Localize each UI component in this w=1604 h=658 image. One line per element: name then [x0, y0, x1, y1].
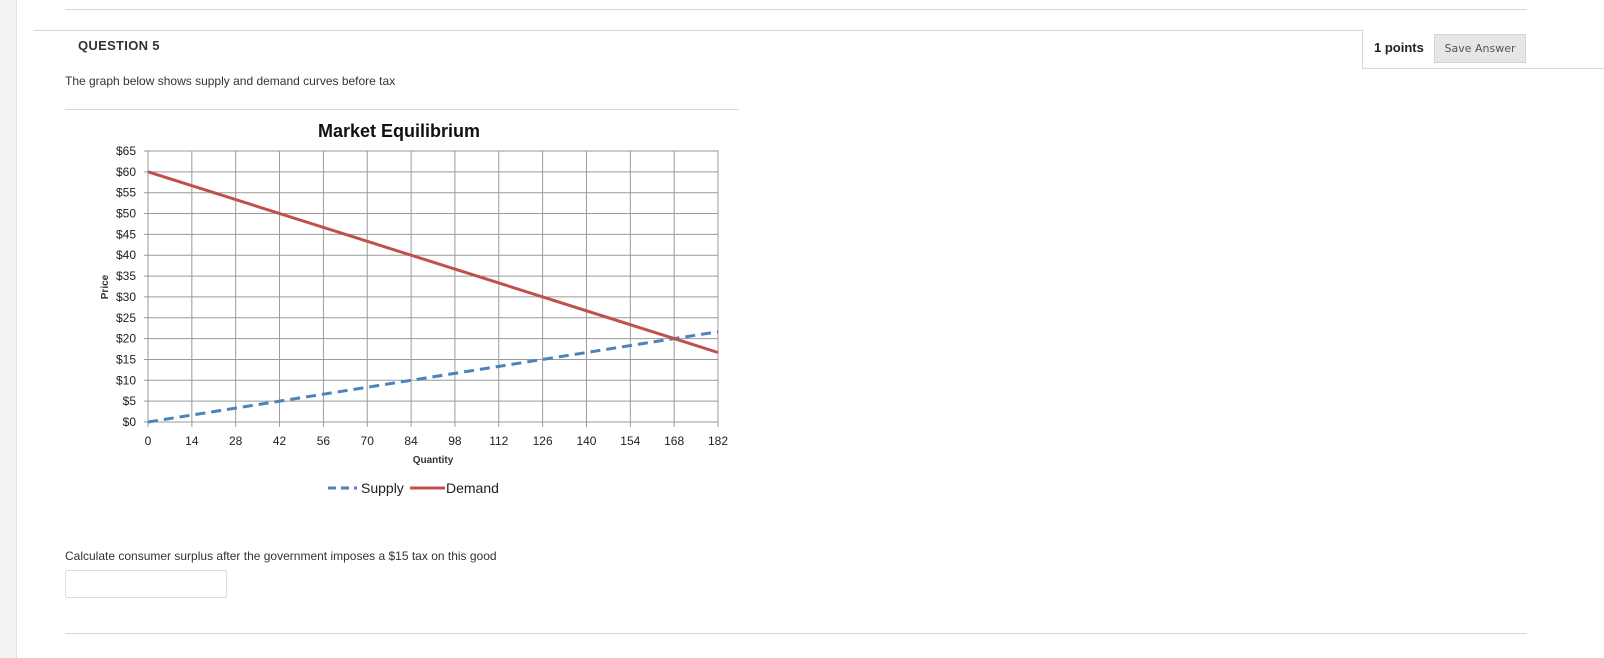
question-title: QUESTION 5	[78, 38, 160, 53]
left-rail	[0, 0, 17, 658]
y-tick-label: $5	[123, 394, 137, 408]
x-tick-label: 112	[489, 434, 508, 448]
y-tick-label: $20	[116, 332, 136, 346]
question-header-border	[34, 30, 1364, 31]
chart-legend: Supply Demand	[328, 480, 499, 496]
bottom-divider	[65, 633, 1527, 634]
x-tick-label: 98	[448, 434, 462, 448]
x-tick-label: 14	[185, 434, 199, 448]
legend-supply-label: Supply	[361, 480, 404, 496]
chart-grid	[144, 150, 719, 427]
x-tick-label: 28	[229, 434, 243, 448]
y-tick-labels: $0 $5 $10 $15 $20 $25 $30 $35 $40 $45 $50 $55 $60 $65	[116, 144, 136, 429]
series-line-demand	[147, 170, 719, 354]
x-tick-label: 154	[620, 434, 640, 448]
y-tick-label: $25	[116, 311, 136, 325]
save-answer-button[interactable]: Save Answer	[1434, 34, 1526, 63]
legend-demand-label: Demand	[446, 480, 499, 496]
x-tick-label: 126	[533, 434, 553, 448]
y-tick-label: $60	[116, 165, 136, 179]
y-axis-label: Price	[100, 274, 111, 299]
x-tick-label: 56	[317, 434, 331, 448]
question-prompt: The graph below shows supply and demand …	[65, 74, 396, 88]
chart-series	[147, 170, 719, 424]
y-tick-label: $10	[116, 373, 136, 387]
y-tick-label: $30	[116, 290, 136, 304]
y-tick-label: $35	[116, 269, 136, 283]
chart-title: Market Equilibrium	[318, 121, 480, 141]
x-tick-label: 0	[145, 434, 152, 448]
y-tick-label: $40	[116, 248, 136, 262]
plot-area	[147, 150, 719, 423]
x-tick-labels: 0 14 28 42 56 70 84 98 112 126 140 154 168 182	[145, 434, 729, 448]
top-divider	[65, 9, 1527, 10]
y-tick-label: $45	[116, 227, 136, 241]
x-axis-label: Quantity	[413, 455, 454, 466]
market-equilibrium-chart: Market Equilibrium $0 $5 $10 $15 $20 $25 $30 $3…	[100, 121, 729, 496]
x-tick-label: 140	[576, 434, 596, 448]
x-tick-label: 182	[708, 434, 728, 448]
y-tick-label: $50	[116, 207, 136, 221]
x-tick-label: 84	[404, 434, 418, 448]
x-tick-label: 70	[361, 434, 375, 448]
y-tick-label: $65	[116, 144, 136, 158]
y-tick-label: $55	[116, 186, 136, 200]
prompt-divider	[65, 109, 739, 110]
question-text: Calculate consumer surplus after the gov…	[65, 549, 497, 563]
x-tick-label: 168	[664, 434, 684, 448]
y-tick-label: $15	[116, 352, 136, 366]
y-tick-label: $0	[123, 415, 137, 429]
points-label: 1 points	[1374, 40, 1424, 55]
x-tick-label: 42	[273, 434, 287, 448]
answer-input[interactable]	[65, 570, 227, 598]
